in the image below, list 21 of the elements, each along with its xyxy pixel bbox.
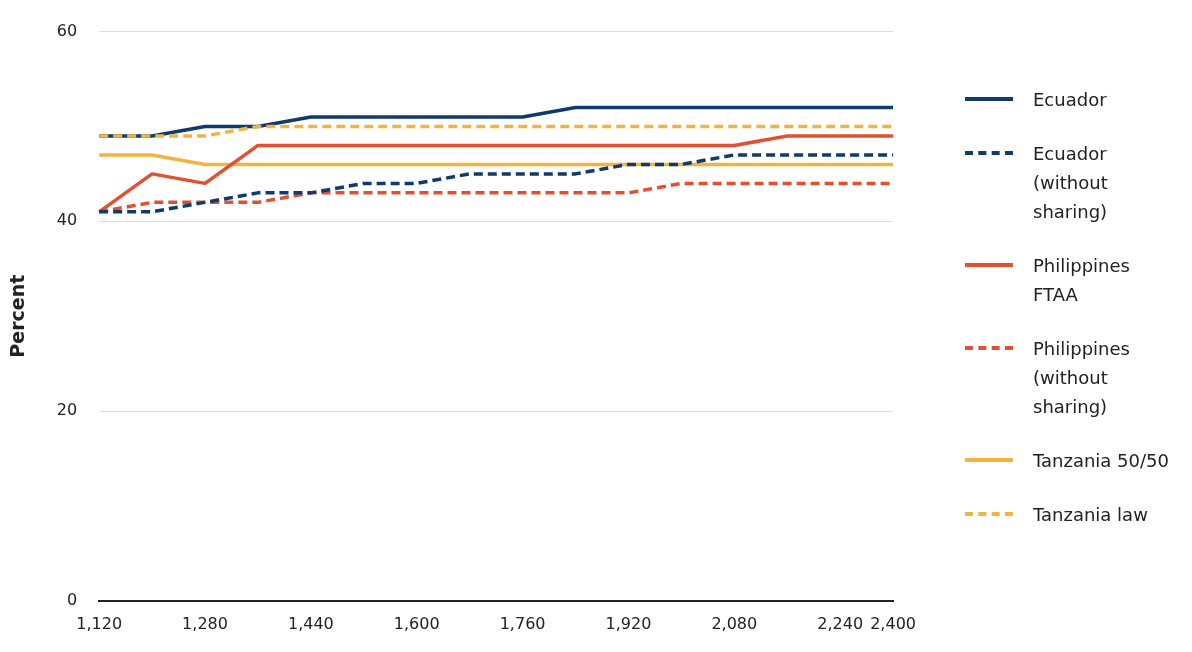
legend-label: Philippines FTAA xyxy=(1033,254,1131,307)
legend-label: Ecuador xyxy=(1033,88,1108,112)
x-tick-label: 2,240 xyxy=(817,613,864,633)
legend-label: Tanzania 50/50 xyxy=(1033,449,1170,473)
y-tick-label: 0 xyxy=(66,589,78,609)
x-tick-label: 1,120 xyxy=(76,613,123,633)
x-tick-label: 1,440 xyxy=(287,613,334,633)
x-tick-label: 1,920 xyxy=(605,613,652,633)
legend-label: Tanzania law xyxy=(1033,503,1149,527)
y-tick-label: 20 xyxy=(56,400,78,420)
legend-label: Ecuador (without sharing) xyxy=(1033,142,1109,224)
y-tick-label: 40 xyxy=(56,210,78,230)
y-tick-label: 60 xyxy=(56,20,78,40)
line-series xyxy=(97,153,895,214)
x-tick-label: 1,600 xyxy=(393,613,440,633)
x-tick-label: 1,760 xyxy=(499,613,546,633)
x-tick-label: 2,400 xyxy=(870,613,916,633)
x-tick-label: 2,080 xyxy=(711,613,758,633)
y-axis-title: Percent xyxy=(6,274,29,358)
legend-label: Philippines (without sharing) xyxy=(1033,337,1131,419)
x-tick-label: 1,280 xyxy=(182,613,228,633)
